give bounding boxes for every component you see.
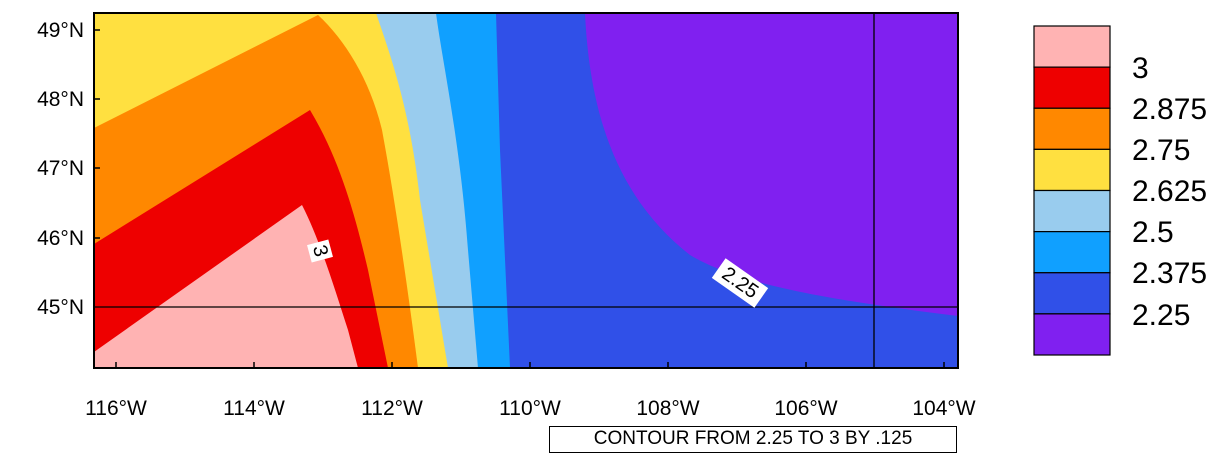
contour-fill-group bbox=[94, 13, 958, 368]
lon-label-110w: 110°W bbox=[499, 397, 561, 420]
legend-swatch bbox=[1033, 313, 1111, 356]
legend-label-3: 3 bbox=[1132, 52, 1149, 85]
legend: 3 2.875 2.75 2.625 2.5 2.375 2.25 bbox=[1033, 25, 1207, 356]
band-3 bbox=[94, 205, 358, 368]
plot-frame bbox=[93, 12, 959, 369]
legend-label-2-875: 2.875 bbox=[1132, 93, 1207, 126]
lon-label-106w: 106°W bbox=[774, 397, 837, 420]
lat-label-45n: 45°N bbox=[37, 296, 84, 319]
lat-label-47n: 47°N bbox=[37, 157, 84, 180]
lat-label-49n: 49°N bbox=[37, 19, 84, 42]
legend-label-2-375: 2.375 bbox=[1132, 257, 1207, 290]
contour-label-3-text: 3 bbox=[308, 243, 332, 259]
lon-label-108w: 108°W bbox=[636, 397, 699, 420]
lat-axis: 49°N 48°N 47°N 46°N 45°N bbox=[37, 19, 100, 319]
contour-label-2-25: 2.25 bbox=[711, 258, 769, 308]
legend-swatch bbox=[1033, 189, 1111, 233]
lat-label-48n: 48°N bbox=[37, 88, 84, 111]
lon-label-116w: 116°W bbox=[85, 397, 147, 420]
legend-label-2-5: 2.5 bbox=[1132, 216, 1174, 249]
legend-swatch bbox=[1033, 107, 1111, 150]
legend-label-2-75: 2.75 bbox=[1132, 134, 1190, 167]
lon-label-112w: 112°W bbox=[361, 397, 423, 420]
legend-swatch bbox=[1033, 231, 1111, 274]
legend-swatch bbox=[1033, 25, 1111, 68]
legend-label-2-625: 2.625 bbox=[1132, 175, 1207, 208]
lon-label-104w: 104°W bbox=[912, 397, 975, 420]
lat-label-46n: 46°N bbox=[37, 227, 84, 250]
lon-label-114w: 114°W bbox=[223, 397, 285, 420]
lon-axis: 116°W 114°W 112°W 110°W 108°W 106°W 104°… bbox=[85, 362, 976, 420]
legend-label-2-25: 2.25 bbox=[1132, 299, 1190, 332]
contour-label-3: 3 bbox=[307, 239, 333, 263]
legend-swatch bbox=[1033, 272, 1111, 315]
legend-swatch bbox=[1033, 148, 1111, 192]
legend-swatch bbox=[1033, 66, 1111, 109]
contour-info-label: CONTOUR FROM 2.25 TO 3 BY .125 bbox=[549, 426, 957, 453]
